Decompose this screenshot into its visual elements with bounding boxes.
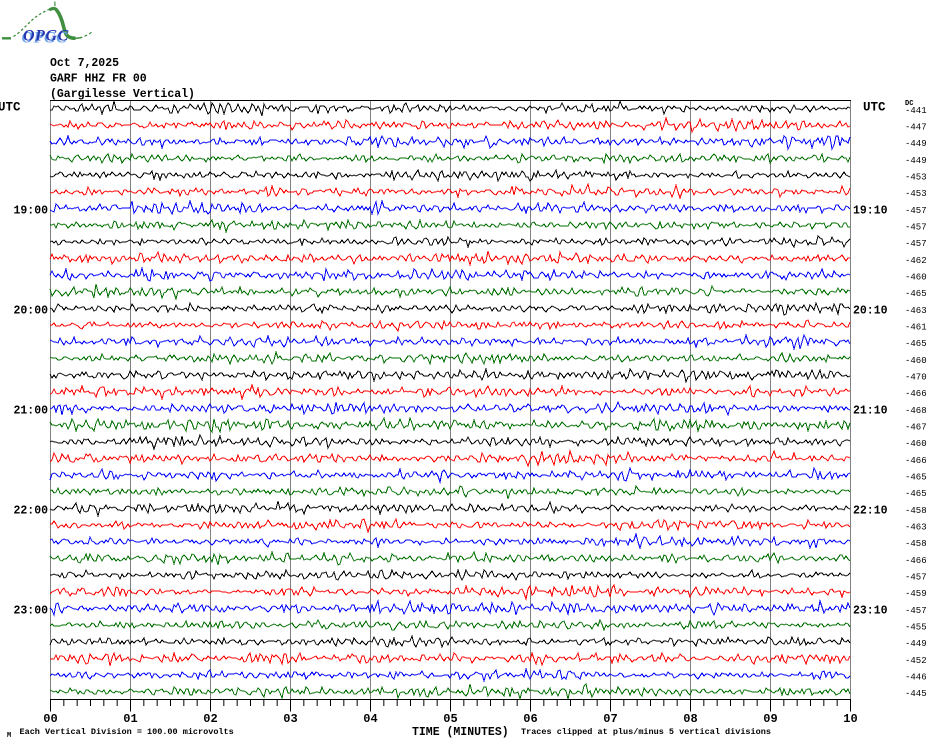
svg-text:-457: -457 xyxy=(905,223,927,233)
svg-text:-463: -463 xyxy=(905,306,927,316)
svg-text:GARF HHZ FR 00: GARF HHZ FR 00 xyxy=(50,73,147,86)
svg-text:-467: -467 xyxy=(905,423,927,433)
svg-text:04: 04 xyxy=(363,712,377,726)
svg-text:07: 07 xyxy=(603,712,617,726)
svg-text:20:10: 20:10 xyxy=(853,304,888,317)
svg-text:-449: -449 xyxy=(905,139,927,149)
svg-text:21:00: 21:00 xyxy=(13,404,48,417)
svg-text:-465: -465 xyxy=(905,289,927,299)
svg-text:DC: DC xyxy=(905,100,913,108)
svg-text:-466: -466 xyxy=(905,556,927,566)
svg-text:UTC: UTC xyxy=(863,101,886,115)
svg-text:-459: -459 xyxy=(905,589,927,599)
svg-text:22:10: 22:10 xyxy=(853,504,888,517)
svg-text:TIME (MINUTES): TIME (MINUTES) xyxy=(412,726,509,739)
svg-text:21:10: 21:10 xyxy=(853,404,888,417)
svg-text:23:10: 23:10 xyxy=(853,604,888,617)
svg-text:19:10: 19:10 xyxy=(853,204,888,217)
svg-text:19:00: 19:00 xyxy=(13,204,48,217)
svg-text:06: 06 xyxy=(523,712,537,726)
svg-text:Traces clipped at plus/minus 5: Traces clipped at plus/minus 5 vertical … xyxy=(521,727,771,737)
svg-text:-465: -465 xyxy=(905,339,927,349)
svg-text:-462: -462 xyxy=(905,256,927,266)
svg-text:20:00: 20:00 xyxy=(13,304,48,317)
svg-text:-468: -468 xyxy=(905,406,927,416)
svg-text:-466: -466 xyxy=(905,456,927,466)
svg-text:-457: -457 xyxy=(905,239,927,249)
svg-text:02: 02 xyxy=(203,712,217,726)
svg-text:10: 10 xyxy=(843,712,857,726)
svg-text:-458: -458 xyxy=(905,506,927,516)
svg-text:-441: -441 xyxy=(905,106,927,116)
svg-text:-447: -447 xyxy=(905,123,927,133)
svg-text:-453: -453 xyxy=(905,173,927,183)
svg-text:03: 03 xyxy=(283,712,297,726)
svg-text:-446: -446 xyxy=(905,673,927,683)
svg-text:-461: -461 xyxy=(905,323,927,333)
svg-text:01: 01 xyxy=(123,712,137,726)
svg-text:22:00: 22:00 xyxy=(13,504,48,517)
svg-text:OPGC: OPGC xyxy=(23,28,69,45)
svg-text:Oct 7,2025: Oct 7,2025 xyxy=(50,57,119,70)
svg-text:-466: -466 xyxy=(905,389,927,399)
svg-text:OPGC: OPGC xyxy=(22,30,68,47)
svg-text:-449: -449 xyxy=(905,639,927,649)
svg-text:-455: -455 xyxy=(905,623,927,633)
svg-text:-463: -463 xyxy=(905,523,927,533)
svg-text:-460: -460 xyxy=(905,356,927,366)
svg-text:08: 08 xyxy=(683,712,697,726)
svg-text:-449: -449 xyxy=(905,156,927,166)
svg-text:-452: -452 xyxy=(905,656,927,666)
svg-text:-465: -465 xyxy=(905,489,927,499)
svg-text:-457: -457 xyxy=(905,573,927,583)
svg-text:Each Vertical Division = 100.: Each Vertical Division = 100.00 microvol… xyxy=(20,727,234,737)
svg-text:00: 00 xyxy=(43,712,57,726)
svg-text:-458: -458 xyxy=(905,539,927,549)
svg-text:-470: -470 xyxy=(905,373,927,383)
svg-text:-465: -465 xyxy=(905,473,927,483)
svg-text:-445: -445 xyxy=(905,689,927,699)
svg-text:-457: -457 xyxy=(905,206,927,216)
svg-text:UTC: UTC xyxy=(0,101,21,115)
svg-text:09: 09 xyxy=(763,712,777,726)
svg-text:M: M xyxy=(7,732,11,740)
svg-text:05: 05 xyxy=(443,712,457,726)
svg-text:-460: -460 xyxy=(905,439,927,449)
svg-text:23:00: 23:00 xyxy=(13,604,48,617)
svg-text:-457: -457 xyxy=(905,606,927,616)
svg-text:-453: -453 xyxy=(905,189,927,199)
svg-text:(Gargilesse Vertical): (Gargilesse Vertical) xyxy=(50,88,195,101)
svg-text:-460: -460 xyxy=(905,273,927,283)
